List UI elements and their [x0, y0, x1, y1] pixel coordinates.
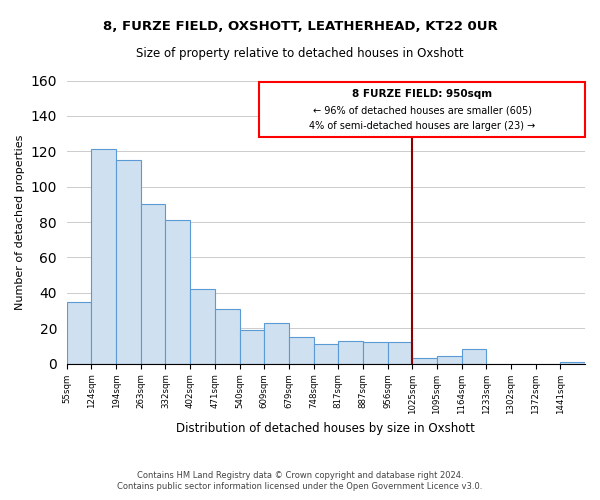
Bar — [215, 308, 239, 364]
X-axis label: Distribution of detached houses by size in Oxshott: Distribution of detached houses by size … — [176, 422, 475, 435]
Bar — [363, 342, 388, 363]
Y-axis label: Number of detached properties: Number of detached properties — [15, 134, 25, 310]
Text: 8 FURZE FIELD: 950sqm: 8 FURZE FIELD: 950sqm — [352, 90, 492, 100]
Bar — [67, 302, 91, 364]
Bar — [91, 150, 116, 364]
Text: Size of property relative to detached houses in Oxshott: Size of property relative to detached ho… — [136, 48, 464, 60]
Bar — [437, 356, 461, 364]
Bar — [239, 330, 264, 364]
Bar — [259, 82, 585, 137]
Bar — [264, 323, 289, 364]
Text: ← 96% of detached houses are smaller (605): ← 96% of detached houses are smaller (60… — [313, 106, 532, 116]
Bar — [560, 362, 585, 364]
Bar — [314, 344, 338, 364]
Bar — [141, 204, 166, 364]
Bar — [190, 290, 215, 364]
Bar — [388, 342, 412, 363]
Bar — [338, 340, 363, 363]
Bar — [461, 350, 486, 364]
Bar — [412, 358, 437, 364]
Bar — [166, 220, 190, 364]
Text: Contains HM Land Registry data © Crown copyright and database right 2024.: Contains HM Land Registry data © Crown c… — [137, 471, 463, 480]
Text: 8, FURZE FIELD, OXSHOTT, LEATHERHEAD, KT22 0UR: 8, FURZE FIELD, OXSHOTT, LEATHERHEAD, KT… — [103, 20, 497, 33]
Text: Contains public sector information licensed under the Open Government Licence v3: Contains public sector information licen… — [118, 482, 482, 491]
Bar — [116, 160, 141, 364]
Bar — [289, 337, 314, 363]
Text: 4% of semi-detached houses are larger (23) →: 4% of semi-detached houses are larger (2… — [309, 121, 535, 131]
